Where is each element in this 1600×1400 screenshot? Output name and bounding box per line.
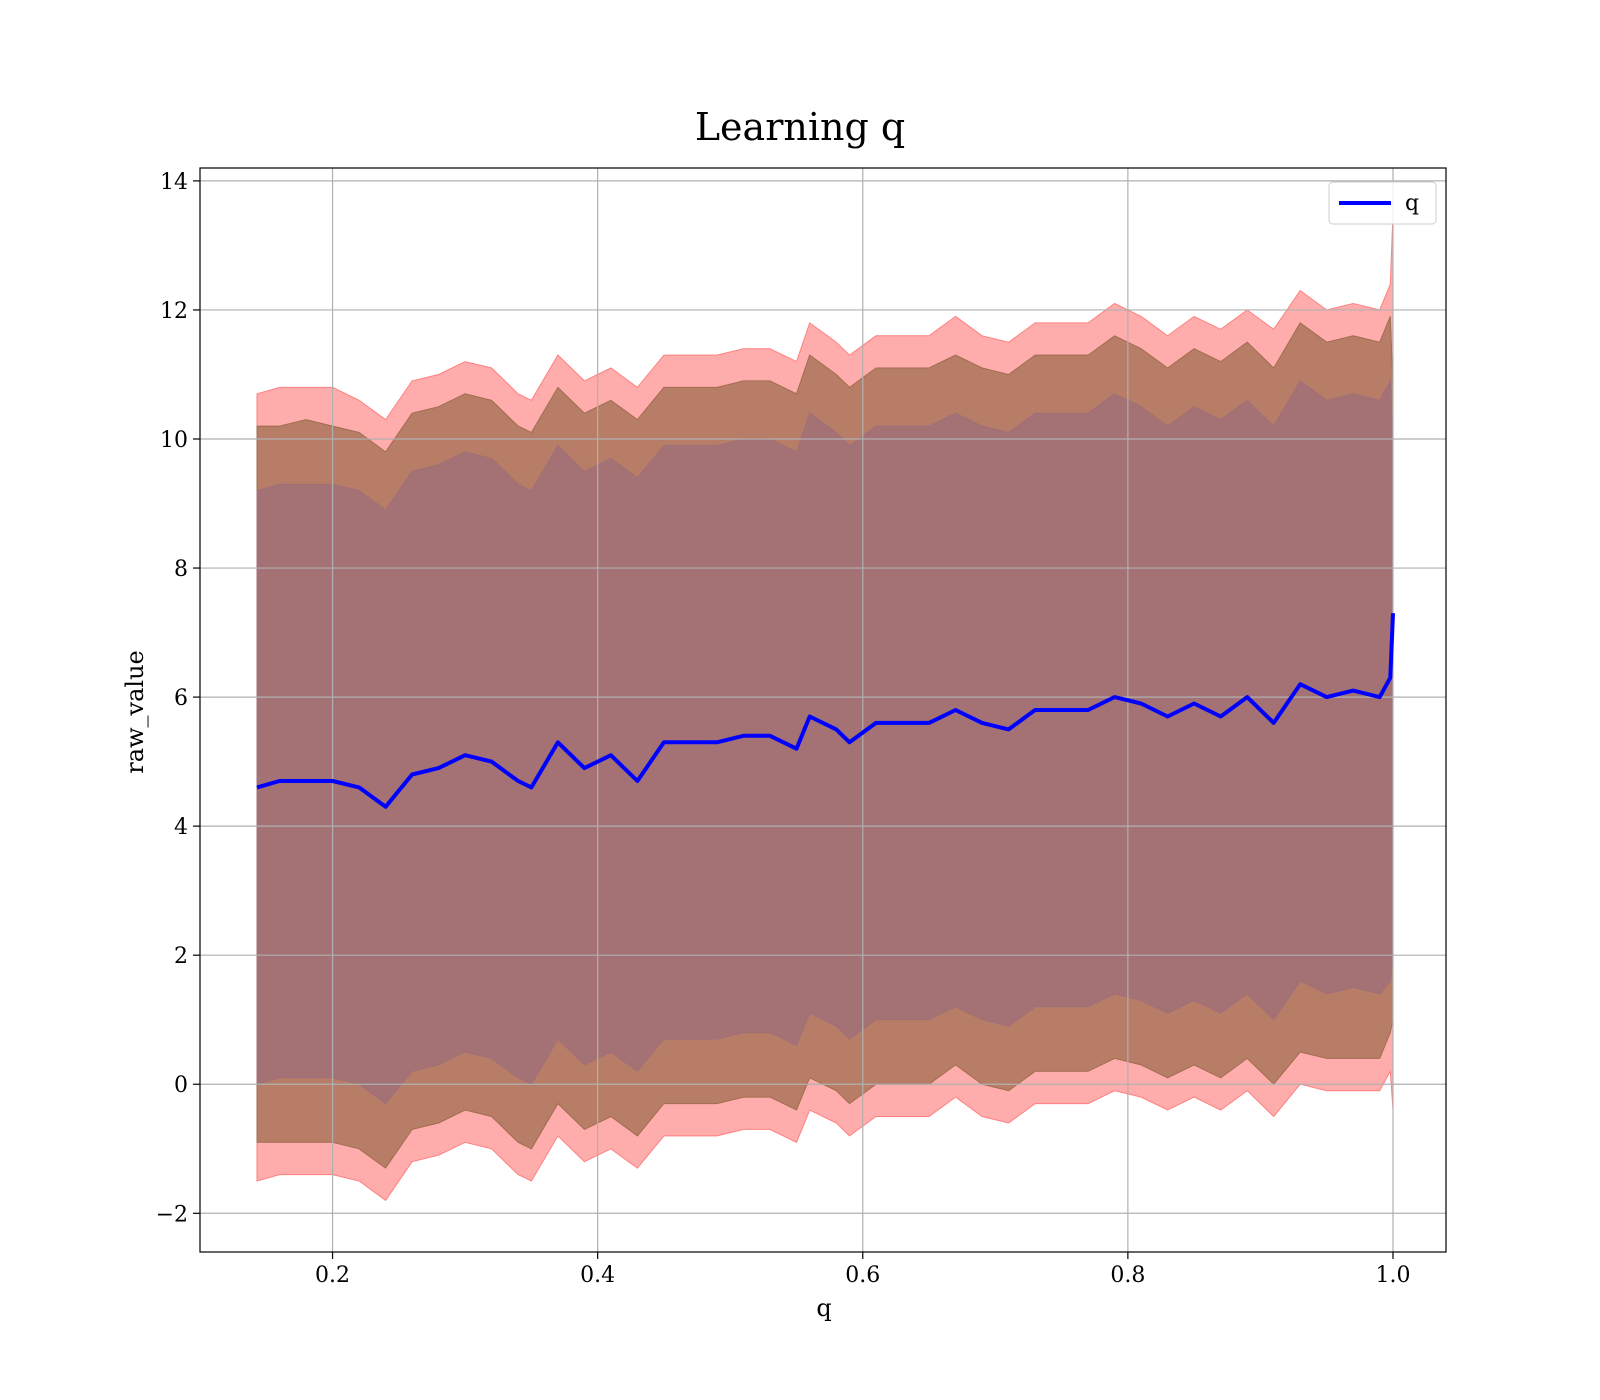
y-tick-label: 8 bbox=[174, 557, 188, 582]
x-tick-label: 0.8 bbox=[1110, 1263, 1145, 1288]
x-axis-ticks: 0.2 0.4 0.6 0.8 1.0 bbox=[315, 1252, 1410, 1288]
x-tick-label: 0.4 bbox=[580, 1263, 615, 1288]
y-axis-ticks: −2 0 2 4 6 8 10 12 14 bbox=[156, 170, 200, 1227]
y-tick-label: 0 bbox=[174, 1073, 188, 1098]
y-tick-label: 6 bbox=[174, 686, 188, 711]
chart-title: Learning q bbox=[695, 105, 905, 149]
x-tick-label: 0.6 bbox=[845, 1263, 880, 1288]
legend: q bbox=[1328, 181, 1437, 225]
x-axis-label: q bbox=[816, 1294, 831, 1322]
y-axis-label: raw_value bbox=[121, 650, 149, 774]
x-tick-label: 1.0 bbox=[1375, 1263, 1410, 1288]
y-tick-label: 4 bbox=[174, 815, 188, 840]
y-tick-label: 12 bbox=[160, 299, 188, 324]
y-tick-label: 10 bbox=[160, 428, 188, 453]
plot-frame bbox=[199, 167, 1447, 1253]
y-tick-label: −2 bbox=[156, 1202, 188, 1227]
y-tick-label: 14 bbox=[160, 170, 188, 195]
series-line-q bbox=[256, 613, 1395, 809]
confidence-bands bbox=[256, 213, 1394, 1202]
band-inner bbox=[256, 379, 1394, 1105]
grid bbox=[200, 168, 1446, 1252]
x-tick-label: 0.2 bbox=[315, 1263, 350, 1288]
legend-label: q bbox=[1405, 191, 1419, 216]
y-tick-label: 2 bbox=[174, 944, 188, 969]
series-lines bbox=[256, 613, 1395, 809]
